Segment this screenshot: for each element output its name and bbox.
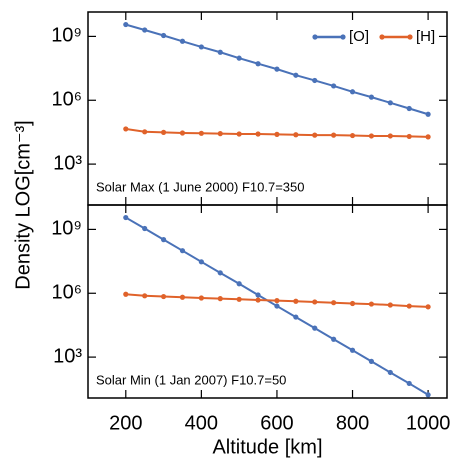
x-tick-label: 1000 [406, 412, 451, 434]
data-point [255, 292, 261, 298]
data-point [198, 295, 204, 301]
x-axis-title: Altitude [km] [212, 436, 322, 458]
data-point [123, 21, 129, 28]
data-point [236, 296, 242, 302]
data-point [406, 133, 412, 140]
data-point [255, 297, 261, 303]
data-point [274, 298, 280, 304]
data-point [198, 130, 204, 136]
data-point [331, 83, 337, 89]
data-point [179, 130, 186, 136]
data-point [349, 132, 356, 139]
data-point [142, 225, 148, 232]
data-point [349, 89, 356, 95]
data-point [425, 304, 431, 310]
data-point [217, 270, 223, 276]
data-point [293, 298, 299, 304]
data-point [236, 55, 242, 61]
data-point [123, 126, 129, 132]
data-point [293, 72, 299, 78]
y-tick-label: 10³ [53, 152, 82, 174]
data-point [217, 296, 223, 302]
data-point [406, 303, 412, 309]
legend-marker [407, 34, 413, 40]
data-point [142, 129, 148, 135]
data-point [387, 369, 393, 376]
data-point [312, 132, 318, 138]
data-point [425, 134, 431, 140]
data-point [293, 314, 299, 320]
data-point [142, 293, 148, 299]
data-point [349, 347, 356, 353]
data-point [255, 61, 261, 67]
y-tick-label: 10⁶ [52, 89, 82, 111]
y-tick-label: 10⁶ [52, 282, 82, 304]
data-point [368, 358, 375, 364]
legend-marker [312, 34, 318, 40]
plot-frame [87, 11, 448, 206]
data-point [123, 214, 129, 221]
y-tick-label: 10³ [53, 345, 82, 367]
data-point [217, 49, 223, 55]
data-point [368, 133, 375, 139]
data-point [387, 133, 393, 139]
data-point [160, 32, 167, 39]
data-point [179, 294, 186, 300]
data-point [198, 259, 204, 265]
data-point [160, 293, 167, 300]
legend-label: [O] [349, 28, 369, 45]
data-point [293, 132, 299, 138]
legend-label: [H] [416, 28, 435, 45]
data-point [312, 77, 318, 84]
x-tick-label: 200 [109, 412, 142, 434]
x-tick-label: 600 [260, 412, 293, 434]
data-point [312, 299, 318, 305]
data-point [349, 300, 356, 307]
y-tick-label: 10⁹ [51, 25, 82, 47]
data-point [160, 129, 167, 135]
data-point [387, 302, 393, 308]
data-point [331, 300, 337, 306]
data-point [274, 66, 280, 72]
y-tick-label: 10⁹ [51, 218, 82, 240]
data-point [368, 301, 375, 307]
data-point [274, 131, 280, 137]
annotation: Solar Max (1 June 2000) F10.7=350 [96, 179, 305, 194]
data-point [217, 131, 223, 137]
data-point [179, 248, 186, 254]
x-tick-label: 400 [185, 412, 218, 434]
data-point [198, 44, 204, 50]
plot-frame [87, 204, 448, 399]
data-point [142, 27, 148, 33]
data-point [160, 237, 167, 243]
data-point [406, 380, 412, 387]
y-axis-title: Density LOG[cm⁻³] [12, 120, 34, 289]
data-point [123, 291, 129, 297]
annotation: Solar Min (1 Jan 2007) F10.7=50 [96, 372, 286, 387]
x-tick-label: 800 [336, 412, 369, 434]
data-point [236, 131, 242, 137]
data-point [425, 111, 431, 117]
data-point [387, 100, 393, 106]
data-point [331, 336, 337, 342]
data-point [179, 38, 186, 44]
legend-marker [379, 34, 385, 40]
data-point [312, 325, 318, 331]
legend-marker [340, 34, 346, 40]
data-point [274, 303, 280, 309]
data-point [406, 105, 412, 112]
data-point [255, 131, 261, 137]
data-point [236, 281, 242, 287]
data-point [425, 392, 431, 398]
data-point [368, 94, 375, 100]
data-point [331, 132, 337, 138]
